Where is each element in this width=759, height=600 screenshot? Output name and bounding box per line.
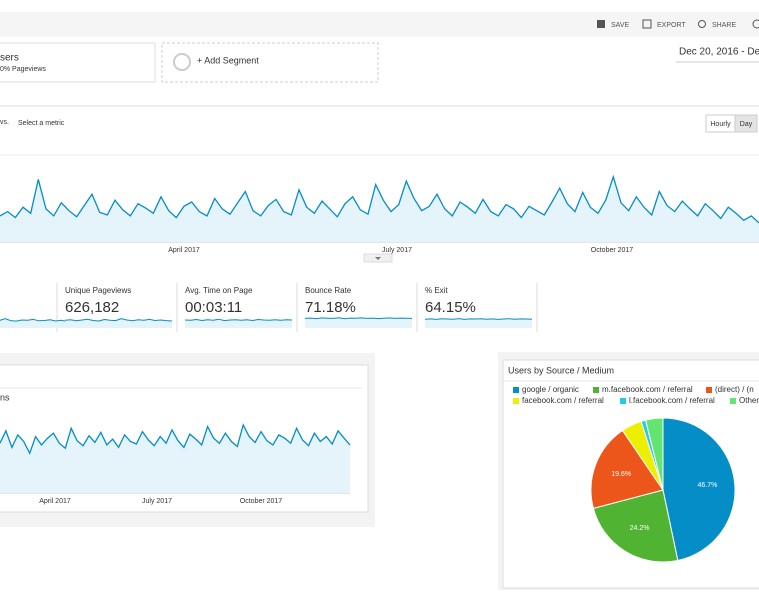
sparkline-area <box>425 318 532 328</box>
sparkline <box>0 318 68 323</box>
hourly-button[interactable]: Hourly <box>710 121 731 128</box>
legend-swatch <box>513 398 519 404</box>
line-area <box>0 176 759 242</box>
share-icon <box>698 20 706 28</box>
legend-swatch <box>513 387 519 393</box>
share-button[interactable]: SHARE <box>712 22 736 29</box>
collapse-arrow <box>375 257 381 260</box>
toolbar <box>0 12 759 37</box>
day-button-box[interactable] <box>734 114 758 133</box>
sparkline <box>304 317 413 320</box>
pie-slice <box>662 417 736 562</box>
metric-label: % Exit <box>425 286 448 295</box>
legend-swatch <box>730 398 736 404</box>
day-button[interactable]: Day <box>740 121 753 128</box>
select-metric[interactable]: Select a metric <box>18 120 65 127</box>
x-tick-label: July 2017 <box>382 247 412 254</box>
x-tick-label: April 2017 <box>39 498 71 505</box>
save-icon <box>597 20 605 28</box>
sparkline <box>184 318 293 322</box>
x-tick-label: October 2017 <box>240 498 283 505</box>
save-button[interactable]: SAVE <box>611 22 629 29</box>
legend-label: facebook.com / referral <box>522 396 604 405</box>
legend-label: l.facebook.com / referral <box>629 396 715 405</box>
sparkline-area <box>185 319 292 328</box>
metric-value: 71.18% <box>305 299 356 316</box>
segment-name: sers <box>0 53 19 64</box>
legend-swatch <box>620 398 626 404</box>
segment-box[interactable] <box>0 42 156 83</box>
toolbar-buttons: SAVE EXPORT SHARE <box>597 19 759 29</box>
legend-swatch <box>706 387 712 393</box>
metric-value: 626,182 <box>65 299 119 316</box>
metric-label: Bounce Rate <box>305 286 352 295</box>
sessions-title: ns <box>0 392 10 402</box>
segment-detail: 0% Pageviews <box>0 66 46 73</box>
legend-label: Other <box>739 396 759 405</box>
legend-label: google / organic <box>522 385 579 394</box>
date-range[interactable]: Dec 20, 2016 - Dec <box>679 47 759 58</box>
legend-label: m.facebook.com / referral <box>602 385 693 394</box>
pie-value-label: 19.6% <box>611 471 631 478</box>
pie-title: Users by Source / Medium <box>508 365 614 375</box>
export-icon <box>642 19 652 29</box>
vs-label: vs. <box>0 119 9 126</box>
legend-label: (direct) / (n <box>715 385 754 394</box>
pie-slice <box>592 489 679 563</box>
pie-value-label: 46.7% <box>697 482 717 489</box>
legend-swatch <box>593 387 599 393</box>
line <box>0 174 759 224</box>
metric-value: 00:03:11 <box>185 299 242 316</box>
export-button[interactable]: EXPORT <box>657 22 686 29</box>
metric-label: Unique Pageviews <box>65 286 131 295</box>
insights-icon <box>752 19 759 29</box>
sparkline-area <box>305 317 412 328</box>
add-segment-box[interactable] <box>161 42 379 83</box>
add-segment[interactable]: + Add Segment <box>197 55 259 65</box>
pie-value-label: 24.2% <box>630 525 650 532</box>
pie-slice <box>644 417 664 491</box>
metric-label: Avg. Time on Page <box>185 286 253 295</box>
x-tick-label: October 2017 <box>591 247 634 254</box>
sparkline <box>64 318 173 322</box>
add-segment-circle <box>173 53 191 71</box>
x-tick-label: July 2017 <box>142 498 172 505</box>
line-area <box>0 424 350 493</box>
x-tick-label: April 2017 <box>168 247 200 254</box>
sparkline <box>424 318 533 320</box>
line <box>0 423 351 455</box>
sparkline-area <box>65 318 172 328</box>
pie-slice <box>590 429 664 509</box>
metric-value: 64.15% <box>425 299 476 316</box>
